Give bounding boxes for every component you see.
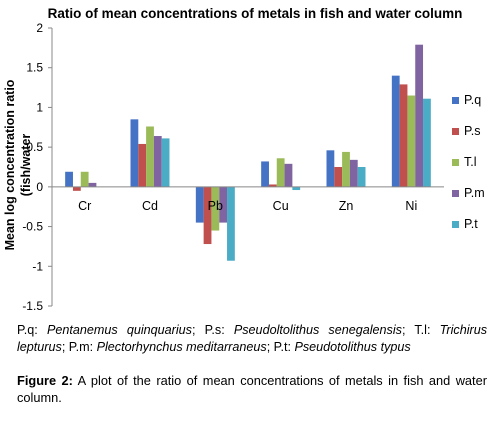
y-tick-label: 1 <box>36 100 43 114</box>
bar-zn-pm <box>349 159 358 187</box>
bar-pb-pq <box>195 186 204 223</box>
bar-cr-ps <box>72 186 81 191</box>
bar-cd-pm <box>153 136 162 187</box>
key-ps-name: Pseudoltolithus senegalensis <box>233 323 402 337</box>
y-tick-label: 0.5 <box>26 140 43 154</box>
key-tl-name: Trichirus lepturus <box>17 323 487 354</box>
legend-swatch <box>452 97 459 104</box>
y-tick-label: -1.5 <box>22 299 43 313</box>
legend-label: P.q <box>464 93 481 107</box>
x-tick-label: Cu <box>273 199 289 213</box>
x-tick-label: Zn <box>339 199 354 213</box>
bar-zn-tl <box>342 151 350 187</box>
figure-caption: Figure 2: A plot of the ratio of mean co… <box>17 372 487 406</box>
y-tick-label: 2 <box>36 21 43 35</box>
bar-pb-pt <box>227 186 235 261</box>
bar-cd-pt <box>161 138 170 187</box>
y-tick-label: 0 <box>36 180 43 194</box>
legend-label: P.s <box>464 124 480 138</box>
bar-cu-tl <box>276 158 285 187</box>
figure-caption-label: Figure 2: <box>17 373 73 388</box>
key-tl-abbr: ; T.l: <box>401 323 431 337</box>
legend-label: T.l <box>464 155 477 169</box>
bar-cr-pq <box>65 171 73 187</box>
y-axis-label-line2: (fish/water <box>19 134 33 197</box>
bar-cu-pm <box>284 163 293 187</box>
bar-zn-pt <box>357 167 366 187</box>
legend-label: P.t <box>464 217 478 231</box>
key-ps-abbr: ; P.s: <box>191 323 225 337</box>
y-tick-label: -0.5 <box>22 220 43 234</box>
figure-caption-text: A plot of the ratio of mean concentratio… <box>17 373 487 405</box>
x-tick-label: Cd <box>142 199 158 213</box>
key-pt-abbr: ; P.t: <box>266 340 291 354</box>
bar-zn-pq <box>326 150 335 187</box>
bar-pb-pm <box>219 186 228 223</box>
legend: P.q P.s T.l P.m P.t <box>452 93 485 231</box>
key-pq-name: Pentanemus quinquarius <box>46 323 192 337</box>
legend-swatch <box>452 221 459 228</box>
bar-cr-pm <box>88 182 97 187</box>
x-tick-label: Cr <box>78 199 91 213</box>
bar-ni-pm <box>415 44 424 187</box>
bar-ni-pq <box>391 75 400 187</box>
legend-swatch <box>452 190 459 197</box>
species-key: P.q: Pentanemus quinquarius; P.s: Pseudo… <box>17 322 487 356</box>
plot-area: -1.5 -1 -0.5 0 0.5 1 1.5 2 Cr Cd Pb Cu Zn Ni <box>22 21 444 313</box>
x-tick-label: Ni <box>405 199 417 213</box>
key-pm-name: Plectorhynchus meditarraneus <box>96 340 267 354</box>
x-tick-label: Pb <box>208 199 223 213</box>
bar-pb-tl <box>211 186 220 231</box>
y-axis-label-line1: Mean log concentration ratio <box>3 79 17 250</box>
bar-cu-pt <box>292 186 301 191</box>
bar-cr-tl <box>80 171 89 187</box>
legend-label: P.m <box>464 186 485 200</box>
bar-zn-ps <box>334 167 343 187</box>
bar-ni-pt <box>423 98 431 187</box>
key-pq-abbr: P.q: <box>17 323 38 337</box>
legend-swatch <box>452 159 459 166</box>
legend-swatch <box>452 128 459 135</box>
key-pm-abbr: ; P.m: <box>61 340 94 354</box>
y-tick-label: 1.5 <box>26 61 43 75</box>
chart-title: Ratio of mean concentrations of metals i… <box>48 6 463 21</box>
key-pt-name: Pseudotolithus typus <box>294 340 411 354</box>
bar-ni-tl <box>407 95 416 187</box>
bar-cd-ps <box>138 143 147 187</box>
y-tick-label: -1 <box>32 259 43 273</box>
bar-pb-ps <box>203 186 212 245</box>
bar-chart: Ratio of mean concentrations of metals i… <box>3 6 485 313</box>
bar-ni-ps <box>399 84 408 187</box>
bar-cu-ps <box>268 184 277 187</box>
bar-cd-pq <box>130 119 139 187</box>
y-axis-label: Mean log concentration ratio (fish/water <box>3 79 33 250</box>
bar-cd-tl <box>146 126 154 187</box>
bar-cu-pq <box>261 161 269 187</box>
